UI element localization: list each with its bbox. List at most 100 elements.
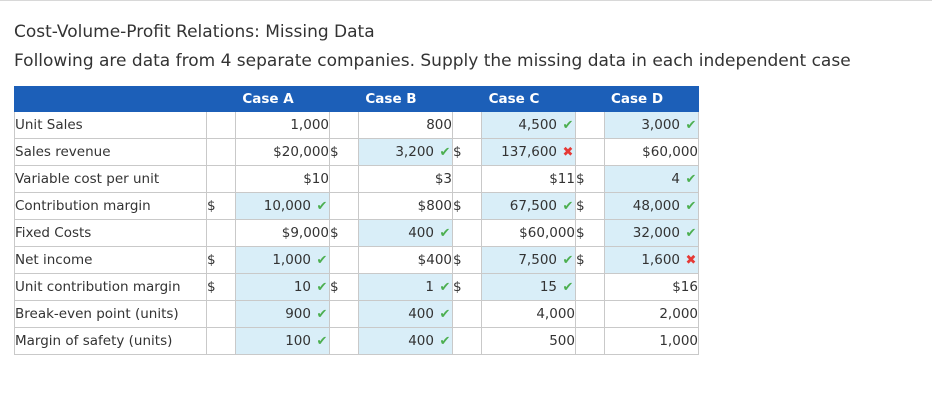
- cell-value: 48,000: [632, 198, 680, 214]
- answer-input-case-d[interactable]: 32,000 ✔: [604, 219, 699, 247]
- cell-value: 1,600: [641, 252, 680, 268]
- answer-input-case-c[interactable]: 15 ✔: [481, 273, 576, 301]
- column-header-case-a: Case A: [206, 86, 330, 112]
- answer-input-case-a[interactable]: 10,000 ✔: [235, 192, 330, 220]
- table-row: Fixed Costs $9,000 $400 ✔ $60,000 $32,000 ✔: [14, 219, 699, 247]
- answer-input-case-c[interactable]: 4,500 ✔: [481, 111, 576, 139]
- given-value-case-a: $10: [235, 165, 330, 193]
- dollar-sign-case-a: [206, 138, 236, 166]
- answer-input-case-a[interactable]: 900 ✔: [235, 300, 330, 328]
- dollar-sign-case-c: [452, 165, 482, 193]
- cell-value: 100: [285, 333, 311, 349]
- cell-value: 3,200: [395, 144, 434, 160]
- dollar-sign-case-c: $: [452, 192, 482, 220]
- table-row: Sales revenue $20,000 $3,200 ✔ $137,600 ✖ $60,…: [14, 138, 699, 166]
- table-row: Contribution margin $10,000 ✔ $800 $67,500 ✔ $…: [14, 192, 699, 220]
- answer-input-case-d[interactable]: 1,600 ✖: [604, 246, 699, 274]
- answer-input-case-a[interactable]: 10 ✔: [235, 273, 330, 301]
- column-header-case-d: Case D: [575, 86, 699, 112]
- check-icon: ✔: [562, 280, 574, 295]
- answer-input-case-b[interactable]: 3,200 ✔: [358, 138, 453, 166]
- dollar-sign-case-b: $: [329, 138, 359, 166]
- answer-input-case-d[interactable]: 48,000 ✔: [604, 192, 699, 220]
- answer-input-case-c[interactable]: 67,500 ✔: [481, 192, 576, 220]
- check-icon: ✔: [685, 172, 697, 187]
- cell-value: 10,000: [263, 198, 311, 214]
- table-row: Break-even point (units) 900 ✔ 400 ✔ 4,000 2,0…: [14, 300, 699, 328]
- answer-input-case-b[interactable]: 400 ✔: [358, 219, 453, 247]
- cell-value: 500: [549, 333, 575, 349]
- row-label: Net income: [14, 246, 207, 274]
- answer-input-case-d[interactable]: 3,000 ✔: [604, 111, 699, 139]
- cell-value: $20,000: [273, 144, 329, 160]
- check-icon: ✔: [316, 280, 328, 295]
- cell-value: 1: [425, 279, 434, 295]
- answer-input-case-a[interactable]: 100 ✔: [235, 327, 330, 355]
- check-icon: ✔: [439, 307, 451, 322]
- cell-value: 15: [539, 279, 557, 295]
- check-icon: ✔: [685, 226, 697, 241]
- given-value-case-a: $20,000: [235, 138, 330, 166]
- cell-value: 10: [293, 279, 311, 295]
- check-icon: ✔: [316, 253, 328, 268]
- cell-value: 2,000: [659, 306, 698, 322]
- column-header-case-b: Case B: [329, 86, 453, 112]
- cell-value: $11: [549, 171, 575, 187]
- cell-value: 800: [426, 117, 452, 133]
- given-value-case-b: $400: [358, 246, 453, 274]
- dollar-sign-case-b: [329, 300, 359, 328]
- dollar-sign-case-c: [452, 111, 482, 139]
- dollar-sign-case-b: [329, 192, 359, 220]
- row-label: Margin of safety (units): [14, 327, 207, 355]
- dollar-sign-case-d: [575, 300, 605, 328]
- dollar-sign-case-d: $: [575, 165, 605, 193]
- answer-input-case-b[interactable]: 1 ✔: [358, 273, 453, 301]
- given-value-case-b: $800: [358, 192, 453, 220]
- given-value-case-c: 500: [481, 327, 576, 355]
- cell-value: $9,000: [281, 225, 329, 241]
- answer-input-case-a[interactable]: 1,000 ✔: [235, 246, 330, 274]
- cell-value: 1,000: [272, 252, 311, 268]
- answer-input-case-b[interactable]: 400 ✔: [358, 300, 453, 328]
- check-icon: ✔: [439, 226, 451, 241]
- answer-input-case-c[interactable]: 7,500 ✔: [481, 246, 576, 274]
- cell-value: 4,500: [518, 117, 557, 133]
- cell-value: $10: [303, 171, 329, 187]
- dollar-sign-case-a: [206, 327, 236, 355]
- given-value-case-a: $9,000: [235, 219, 330, 247]
- dollar-sign-case-d: [575, 273, 605, 301]
- given-value-case-d: $60,000: [604, 138, 699, 166]
- cell-value: 67,500: [509, 198, 557, 214]
- check-icon: ✔: [685, 118, 697, 133]
- dollar-sign-case-c: [452, 327, 482, 355]
- x-icon: ✖: [685, 253, 697, 268]
- answer-input-case-c[interactable]: 137,600 ✖: [481, 138, 576, 166]
- dollar-sign-case-b: [329, 111, 359, 139]
- top-divider: [0, 0, 932, 1]
- given-value-case-d: 2,000: [604, 300, 699, 328]
- dollar-sign-case-d: $: [575, 192, 605, 220]
- dollar-sign-case-b: [329, 165, 359, 193]
- answer-input-case-b[interactable]: 400 ✔: [358, 327, 453, 355]
- cvp-data-table: Case A Case B Case C Case D Unit Sales 1,000…: [14, 86, 699, 355]
- check-icon: ✔: [439, 280, 451, 295]
- check-icon: ✔: [562, 118, 574, 133]
- given-value-case-c: $60,000: [481, 219, 576, 247]
- table-row: Unit Sales 1,000 800 4,500 ✔ 3,000 ✔: [14, 111, 699, 139]
- dollar-sign-case-d: $: [575, 219, 605, 247]
- dollar-sign-case-a: [206, 300, 236, 328]
- table-row: Margin of safety (units) 100 ✔ 400 ✔ 500 1,000: [14, 327, 699, 355]
- given-value-case-d: $16: [604, 273, 699, 301]
- answer-input-case-d[interactable]: 4 ✔: [604, 165, 699, 193]
- dollar-sign-case-d: $: [575, 246, 605, 274]
- dollar-sign-case-a: [206, 111, 236, 139]
- cell-value: $16: [672, 279, 698, 295]
- given-value-case-b: 800: [358, 111, 453, 139]
- x-icon: ✖: [562, 145, 574, 160]
- dollar-sign-case-d: [575, 327, 605, 355]
- row-label: Sales revenue: [14, 138, 207, 166]
- row-label: Unit Sales: [14, 111, 207, 139]
- dollar-sign-case-a: [206, 219, 236, 247]
- cell-value: $3: [434, 171, 452, 187]
- check-icon: ✔: [316, 307, 328, 322]
